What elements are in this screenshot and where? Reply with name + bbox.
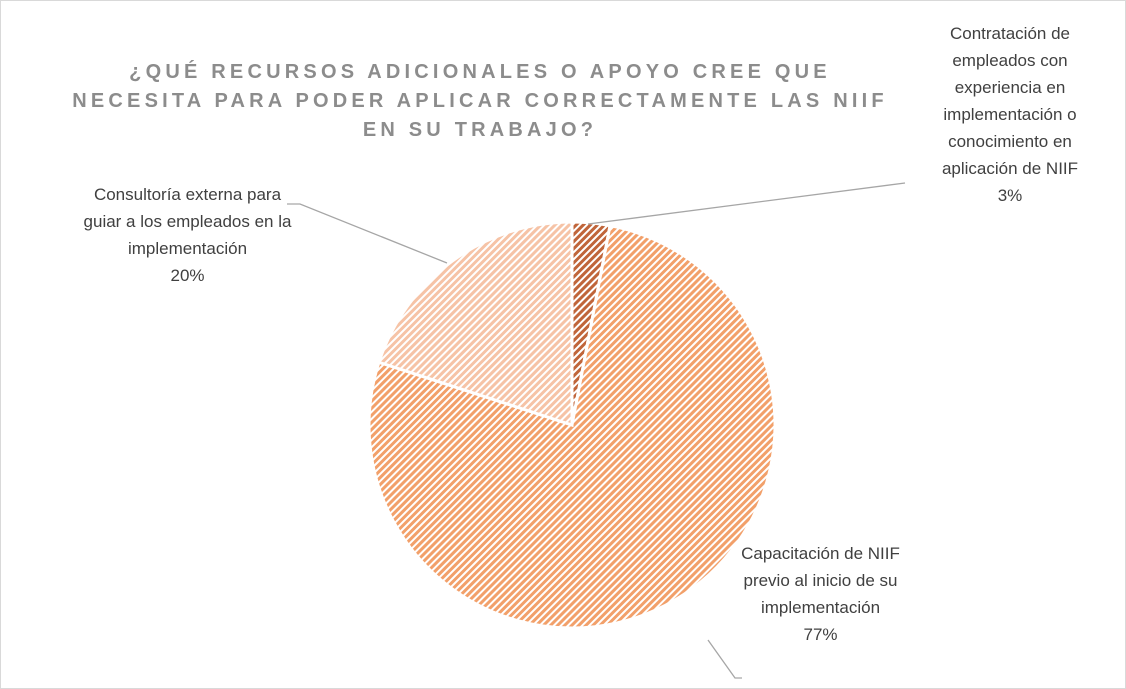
data-label: Consultoría externa para guiar a los emp… — [80, 181, 295, 289]
value-label: 77% — [803, 625, 838, 644]
chart-title: ¿QUÉ RECURSOS ADICIONALES O APOYO CREE Q… — [72, 61, 888, 141]
value-label: 20% — [170, 266, 205, 285]
category-label: Capacitación de NIIF previo al inicio de… — [741, 544, 900, 617]
pie-slice — [367, 223, 777, 630]
value-label: 3% — [997, 186, 1023, 205]
category-label: Contratación de empleados con experienci… — [941, 24, 1079, 178]
leader-line — [707, 639, 742, 679]
leader-line — [587, 182, 906, 225]
data-label: Capacitación de NIIF previo al inicio de… — [728, 540, 913, 648]
data-label: Contratación de empleados con experienci… — [915, 20, 1105, 209]
leader-line — [287, 203, 448, 264]
category-label: Consultoría externa para guiar a los emp… — [83, 185, 292, 258]
pie-slice — [377, 220, 574, 428]
